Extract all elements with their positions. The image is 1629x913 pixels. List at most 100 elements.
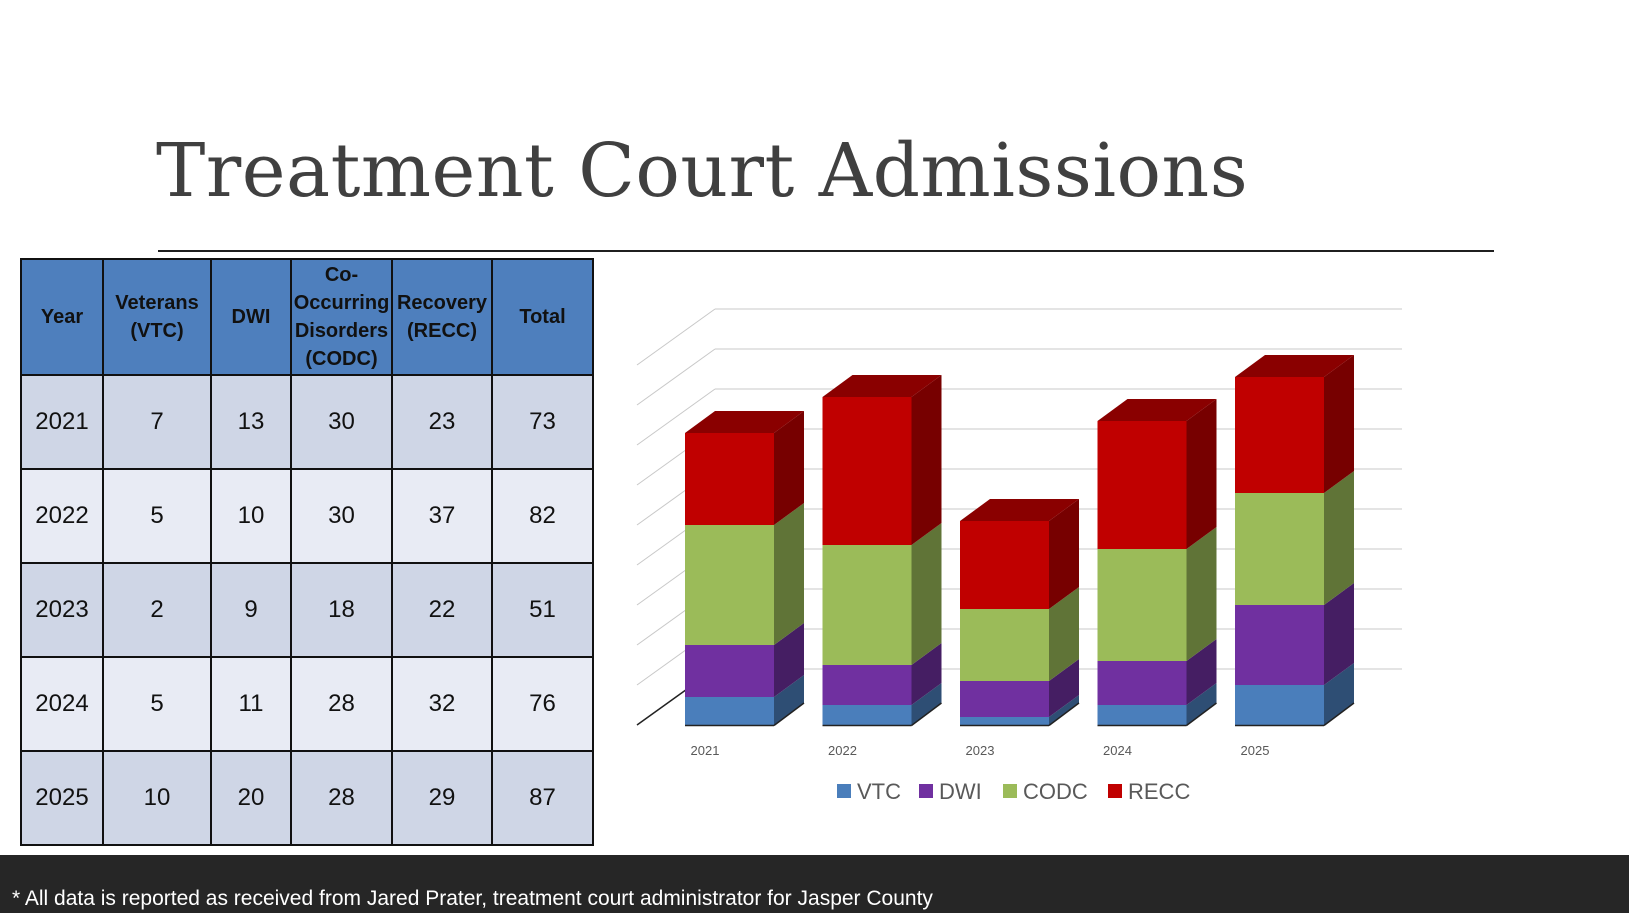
cell-dwi: 11 <box>210 656 292 752</box>
cell-recc: 29 <box>391 750 493 846</box>
legend-swatch-vtc <box>837 784 851 798</box>
bar-side-vtc <box>1324 663 1354 725</box>
bar-segment-recc <box>1235 377 1324 493</box>
cell-vtc: 10 <box>102 750 212 846</box>
cell-dwi: 10 <box>210 468 292 564</box>
bar-side-recc <box>911 375 942 545</box>
cell-year: 2021 <box>20 374 104 470</box>
bar-segment-dwi <box>685 645 774 697</box>
cell-total: 73 <box>491 374 594 470</box>
column-header-total: Total <box>491 258 594 376</box>
x-tick-label: 2021 <box>691 743 720 758</box>
bar-segment-vtc <box>685 697 774 725</box>
bar-segment-codc <box>685 525 774 645</box>
bar-segment-codc <box>1097 549 1187 661</box>
table-row: 2024 5 11 28 32 76 <box>20 656 594 752</box>
footer-note: * All data is reported as received from … <box>12 887 933 910</box>
column-header-year: Year <box>20 258 104 376</box>
column-header-vtc: Veterans (VTC) <box>102 258 212 376</box>
cell-year: 2022 <box>20 468 104 564</box>
cell-total: 87 <box>491 750 594 846</box>
cell-vtc: 5 <box>102 468 212 564</box>
bar-top-recc <box>822 375 942 397</box>
legend-swatch-recc <box>1108 784 1122 798</box>
bar-side-codc <box>1186 527 1217 661</box>
bar-side-vtc <box>1049 695 1079 725</box>
bar-segment-vtc <box>960 717 1049 725</box>
bar-baseline-depth <box>1323 702 1355 727</box>
page-title: Treatment Court Admissions <box>156 128 1249 214</box>
bar-side-vtc <box>774 675 804 725</box>
gridline-side <box>636 308 716 366</box>
cell-year: 2023 <box>20 562 104 658</box>
cell-year: 2025 <box>20 750 104 846</box>
column-header-recc: Recovery (RECC) <box>391 258 493 376</box>
bar-side-dwi <box>1324 583 1354 685</box>
bar-side-dwi <box>911 643 942 705</box>
bar-top-recc <box>1235 355 1354 377</box>
footer-bar: * All data is reported as received from … <box>0 855 1629 913</box>
bar-top-recc <box>960 499 1079 521</box>
title-divider <box>158 250 1494 252</box>
table-row: 2025 10 20 28 29 87 <box>20 750 594 846</box>
bar-segment-recc <box>685 433 774 525</box>
admissions-table: Year Veterans (VTC) DWI Co-Occurring Dis… <box>20 258 594 846</box>
x-tick-label: 2023 <box>966 743 995 758</box>
bar-segment-codc <box>822 545 912 665</box>
legend-label-vtc: VTC <box>857 779 901 804</box>
bar-side-codc <box>911 523 942 665</box>
cell-year: 2024 <box>20 656 104 752</box>
cell-vtc: 5 <box>102 656 212 752</box>
bar-top-recc <box>1097 399 1217 421</box>
bar-segment-dwi <box>822 665 912 705</box>
bar-segment-vtc <box>1097 705 1187 725</box>
bar-side-vtc <box>1186 683 1217 725</box>
bar-segment-dwi <box>1097 661 1187 705</box>
table-row: 2021 7 13 30 23 73 <box>20 374 594 470</box>
bar-side-recc <box>1049 499 1079 609</box>
cell-dwi: 13 <box>210 374 292 470</box>
bar-side-codc <box>1324 471 1354 605</box>
bar-segment-recc <box>1097 421 1187 549</box>
cell-recc: 22 <box>391 562 493 658</box>
bar-baseline-depth <box>1186 702 1217 727</box>
bar-side-recc <box>774 411 804 525</box>
x-tick-label: 2024 <box>1103 743 1132 758</box>
stacked-bar-chart: 010203040506070809020212022202320242025V… <box>636 308 1402 804</box>
x-tick-label: 2022 <box>828 743 857 758</box>
bar-segment-codc <box>1235 493 1324 605</box>
column-header-dwi: DWI <box>210 258 292 376</box>
bar-segment-vtc <box>1235 685 1324 725</box>
column-header-codc: Co-Occurring Disorders (CODC) <box>290 258 393 376</box>
table-row: 2022 5 10 30 37 82 <box>20 468 594 564</box>
table-row: 2023 2 9 18 22 51 <box>20 562 594 658</box>
bar-side-vtc <box>911 683 942 725</box>
bar-side-recc <box>1186 399 1217 549</box>
legend-swatch-dwi <box>919 784 933 798</box>
cell-vtc: 2 <box>102 562 212 658</box>
bar-side-dwi <box>1049 659 1079 717</box>
cell-codc: 28 <box>290 750 393 846</box>
bar-side-codc <box>1049 587 1079 681</box>
legend-swatch-codc <box>1003 784 1017 798</box>
bar-segment-codc <box>960 609 1049 681</box>
bar-segment-vtc <box>822 705 912 725</box>
bar-top-recc <box>685 411 804 433</box>
bar-baseline-depth <box>1048 702 1080 727</box>
cell-recc: 32 <box>391 656 493 752</box>
gridline-side <box>636 348 716 406</box>
bar-side-dwi <box>774 623 804 697</box>
bar-segment-recc <box>822 397 912 545</box>
cell-vtc: 7 <box>102 374 212 470</box>
gridline-side <box>636 388 716 446</box>
bar-side-recc <box>1324 355 1354 493</box>
cell-codc: 28 <box>290 656 393 752</box>
legend-label-recc: RECC <box>1128 779 1190 804</box>
cell-recc: 23 <box>391 374 493 470</box>
cell-codc: 18 <box>290 562 393 658</box>
table-header-row: Year Veterans (VTC) DWI Co-Occurring Dis… <box>20 258 594 376</box>
cell-codc: 30 <box>290 374 393 470</box>
cell-recc: 37 <box>391 468 493 564</box>
cell-codc: 30 <box>290 468 393 564</box>
bar-side-codc <box>774 503 804 645</box>
